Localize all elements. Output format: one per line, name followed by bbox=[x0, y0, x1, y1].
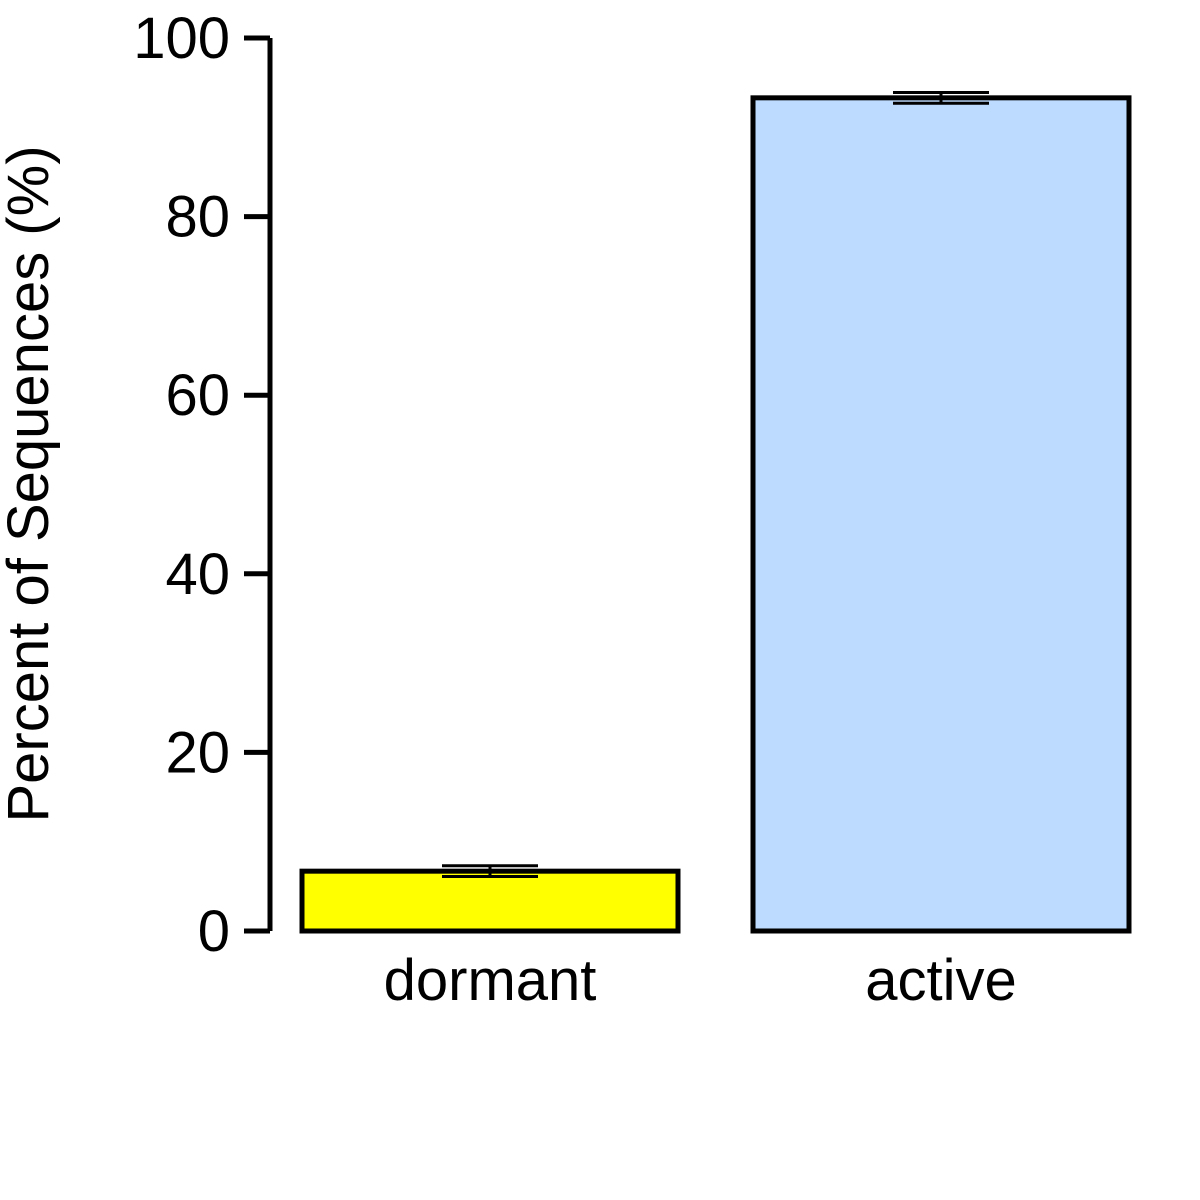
y-axis: 0 20 40 60 80 100 bbox=[133, 6, 273, 964]
y-tick-label: 60 bbox=[165, 363, 230, 428]
y-tick-label: 0 bbox=[198, 899, 230, 964]
y-tick-label: 40 bbox=[165, 542, 230, 607]
bar-dormant bbox=[299, 868, 681, 934]
x-axis-labels: dormant active bbox=[384, 948, 1017, 1013]
error-bars-group bbox=[442, 90, 989, 879]
y-tick-label: 80 bbox=[165, 185, 230, 250]
y-tick-label: 20 bbox=[165, 720, 230, 785]
x-tick-label: active bbox=[865, 948, 1017, 1013]
bars-group bbox=[299, 95, 1132, 934]
x-tick-label: dormant bbox=[384, 948, 597, 1013]
y-axis-title: Percent of Sequences (%) bbox=[0, 145, 61, 822]
y-tick-label: 100 bbox=[133, 6, 230, 71]
bar-active bbox=[750, 95, 1132, 934]
